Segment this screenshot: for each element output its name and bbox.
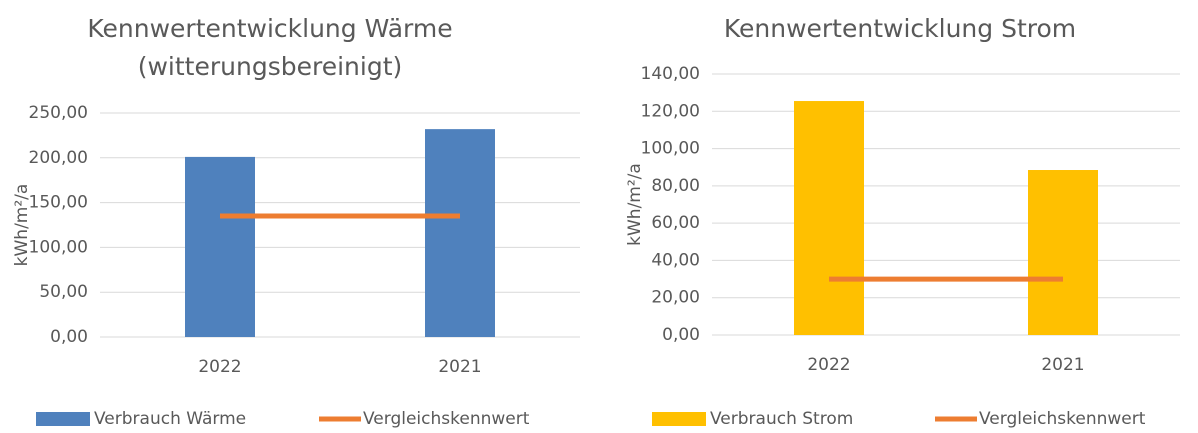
x-tick-label: 2022 [198, 357, 241, 377]
y-tick-label: 100,00 [29, 237, 88, 257]
y-tick-label: 150,00 [29, 193, 88, 213]
chart-title: (witterungsbereinigt) [138, 52, 403, 81]
y-tick-label: 0,00 [50, 327, 88, 347]
y-tick-label: 20,00 [651, 288, 700, 308]
legend-label: Verbrauch Strom [710, 409, 853, 429]
x-tick-label: 2021 [1041, 355, 1084, 375]
x-tick-label: 2022 [807, 355, 850, 375]
y-axis-label: kWh/m²/a [625, 163, 645, 246]
legend-swatch [652, 412, 706, 426]
chart-title: Kennwertentwicklung Strom [724, 14, 1076, 43]
legend-label: Vergleichskennwert [363, 409, 530, 429]
bar [1028, 170, 1098, 335]
y-tick-label: 40,00 [651, 250, 700, 270]
y-tick-label: 140,00 [641, 64, 700, 84]
legend-label: Verbrauch Wärme [94, 409, 246, 429]
y-tick-label: 50,00 [39, 282, 88, 302]
chart-title: Kennwertentwicklung Wärme [87, 14, 452, 43]
y-tick-label: 250,00 [29, 103, 88, 123]
bar [794, 101, 864, 336]
y-tick-label: 80,00 [651, 176, 700, 196]
y-tick-label: 120,00 [641, 101, 700, 121]
legend-swatch [36, 412, 90, 426]
legend-label: Vergleichskennwert [979, 409, 1146, 429]
bar [185, 156, 255, 337]
bar [425, 129, 495, 337]
y-tick-label: 100,00 [641, 139, 700, 159]
y-tick-label: 200,00 [29, 148, 88, 168]
x-tick-label: 2021 [438, 357, 481, 377]
y-tick-label: 0,00 [662, 325, 700, 345]
y-tick-label: 60,00 [651, 213, 700, 233]
y-axis-label: kWh/m²/a [12, 184, 32, 267]
